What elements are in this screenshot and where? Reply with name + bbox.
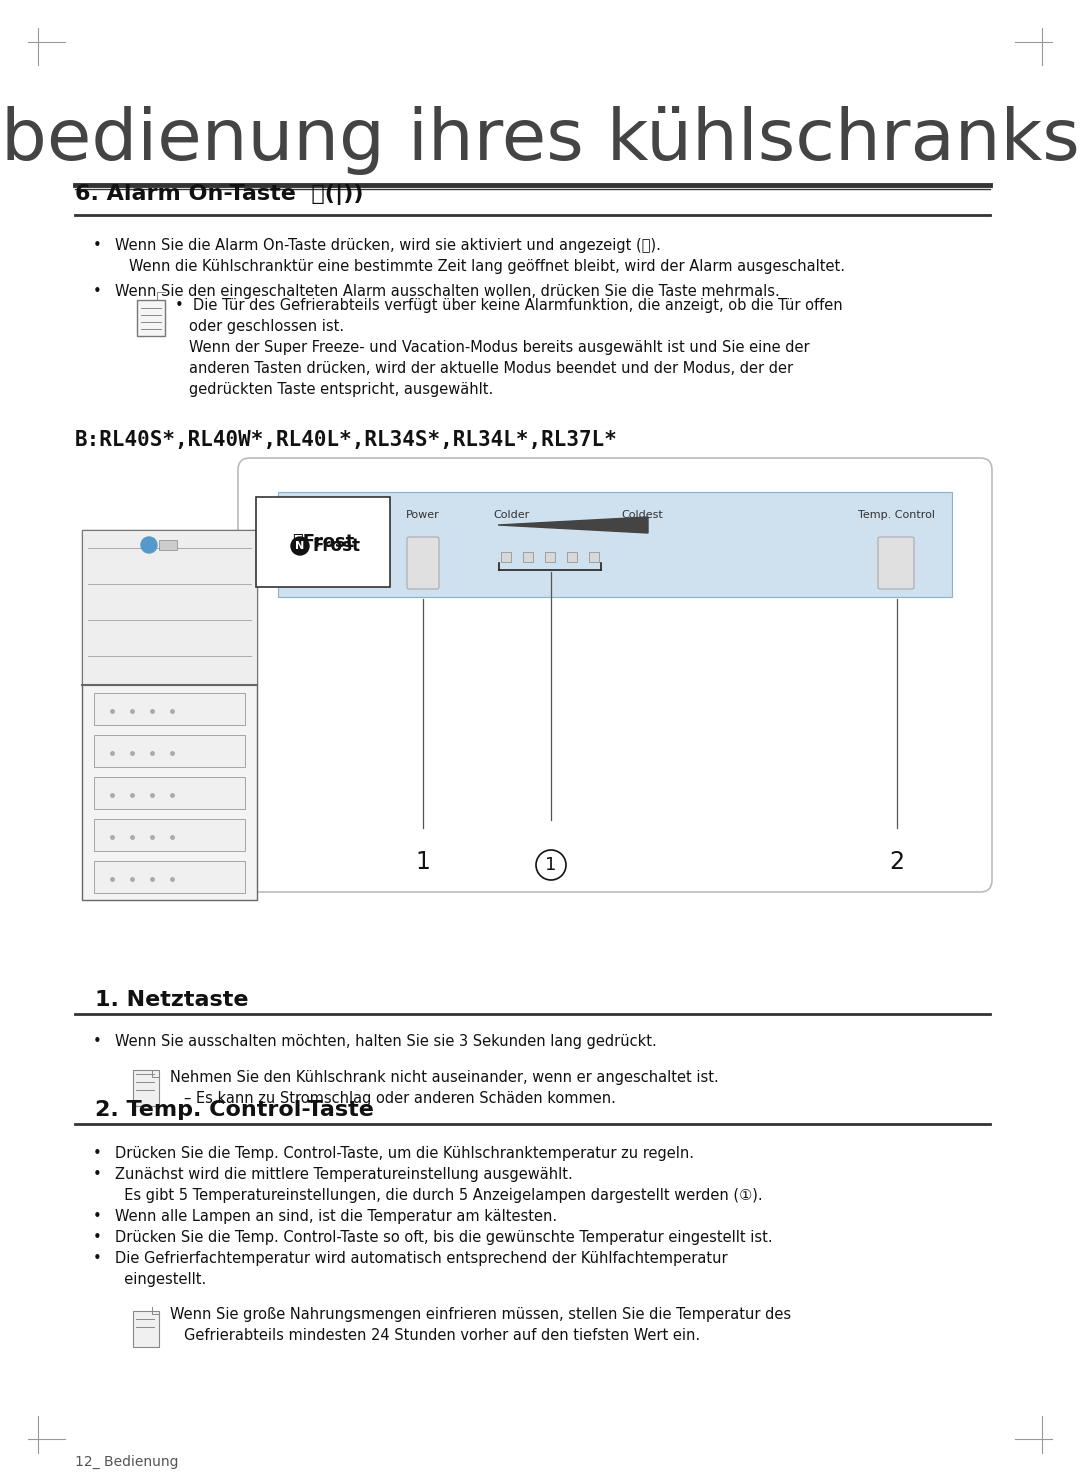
Text: Colder: Colder [492, 509, 529, 520]
Bar [567, 552, 577, 561]
Text: Drücken Sie die Temp. Control-Taste so oft, bis die gewünschte Temperatur einges: Drücken Sie die Temp. Control-Taste so o… [114, 1231, 772, 1246]
FancyBboxPatch shape [82, 530, 257, 900]
Text: gedrückten Taste entspricht, ausgewählt.: gedrückten Taste entspricht, ausgewählt. [189, 382, 494, 397]
Text: Wenn alle Lampen an sind, ist die Temperatur am kältesten.: Wenn alle Lampen an sind, ist die Temper… [114, 1208, 557, 1223]
Text: Zunächst wird die mittlere Temperatureinstellung ausgewählt.: Zunächst wird die mittlere Temperaturein… [114, 1167, 572, 1182]
FancyBboxPatch shape [407, 538, 438, 589]
Bar [523, 552, 534, 561]
Text: Wenn Sie ausschalten möchten, halten Sie sie 3 Sekunden lang gedrückt.: Wenn Sie ausschalten möchten, halten Sie… [114, 1034, 657, 1049]
Text: Die Gefrierfachtemperatur wird automatisch entsprechend der Kühlfachtemperatur: Die Gefrierfachtemperatur wird automatis… [114, 1251, 728, 1266]
Text: oder geschlossen ist.: oder geschlossen ist. [189, 318, 345, 335]
Text: Temp. Control: Temp. Control [859, 509, 935, 520]
Bar [589, 552, 599, 561]
Text: •: • [93, 1251, 102, 1266]
Text: 1. Netztaste: 1. Netztaste [95, 989, 248, 1010]
Circle shape [291, 538, 309, 555]
Text: •: • [93, 284, 102, 299]
Text: 12_ Bedienung: 12_ Bedienung [75, 1454, 178, 1469]
Text: 6. Alarm On-Taste  ་(|)): 6. Alarm On-Taste ་(|)) [75, 184, 364, 204]
Text: 2. Temp. Control-Taste: 2. Temp. Control-Taste [95, 1100, 374, 1120]
Text: Gefrierabteils mindesten 24 Stunden vorher auf den tiefsten Wert ein.: Gefrierabteils mindesten 24 Stunden vorh… [184, 1328, 700, 1343]
Text: Coldest: Coldest [621, 509, 663, 520]
Text: •: • [93, 1231, 102, 1246]
Text: anderen Tasten drücken, wird der aktuelle Modus beendet und der Modus, der der: anderen Tasten drücken, wird der aktuell… [189, 361, 793, 376]
Text: •: • [93, 238, 102, 253]
Text: Wenn die Kühlschranktür eine bestimmte Zeit lang geöffnet bleibt, wird der Alarm: Wenn die Kühlschranktür eine bestimmte Z… [129, 259, 845, 274]
Bar [501, 552, 511, 561]
Bar [545, 552, 555, 561]
Text: eingestellt.: eingestellt. [114, 1272, 206, 1287]
Text: Frost: Frost [312, 538, 360, 555]
FancyBboxPatch shape [137, 301, 165, 336]
Text: bedienung ihres kühlschranks: bedienung ihres kühlschranks [1, 107, 1079, 175]
Text: Wenn Sie große Nahrungsmengen einfrieren müssen, stellen Sie die Temperatur des: Wenn Sie große Nahrungsmengen einfrieren… [170, 1308, 792, 1323]
Text: Es gibt 5 Temperatureinstellungen, die durch 5 Anzeigelampen dargestellt werden : Es gibt 5 Temperatureinstellungen, die d… [114, 1188, 762, 1203]
FancyBboxPatch shape [238, 458, 993, 892]
Bar [94, 860, 245, 893]
Text: N: N [295, 541, 305, 551]
Text: Wenn der Super Freeze- und Vacation-Modus bereits ausgewählt ist und Sie eine de: Wenn der Super Freeze- und Vacation-Modu… [189, 341, 810, 355]
Text: Power: Power [406, 509, 440, 520]
Polygon shape [498, 517, 648, 533]
Text: •  Die Tür des Gefrierabteils verfügt über keine Alarmfunktion, die anzeigt, ob : • Die Tür des Gefrierabteils verfügt übe… [175, 298, 842, 312]
Circle shape [141, 538, 157, 552]
Text: Wenn Sie die Alarm On-Taste drücken, wird sie aktiviert und angezeigt (ⓖ).: Wenn Sie die Alarm On-Taste drücken, wir… [114, 238, 661, 253]
Text: Nehmen Sie den Kühlschrank nicht auseinander, wenn er angeschaltet ist.: Nehmen Sie den Kühlschrank nicht auseina… [170, 1069, 719, 1086]
FancyBboxPatch shape [878, 538, 914, 589]
Text: 2: 2 [890, 850, 905, 874]
Text: •: • [93, 1146, 102, 1161]
Text: Wenn Sie den eingeschalteten Alarm ausschalten wollen, drücken Sie die Taste meh: Wenn Sie den eingeschalteten Alarm aussc… [114, 284, 780, 299]
FancyBboxPatch shape [133, 1069, 159, 1106]
Bar [82, 530, 257, 686]
Bar [94, 693, 245, 726]
Text: – Es kann zu Stromschlag oder anderen Schäden kommen.: – Es kann zu Stromschlag oder anderen Sc… [184, 1091, 616, 1106]
Text: Drücken Sie die Temp. Control-Taste, um die Kühlschranktemperatur zu regeln.: Drücken Sie die Temp. Control-Taste, um … [114, 1146, 694, 1161]
Text: ⒸFrost: ⒸFrost [292, 533, 354, 551]
Bar [94, 819, 245, 852]
Bar [278, 492, 951, 597]
Text: •: • [93, 1208, 102, 1223]
Bar [94, 778, 245, 809]
Text: 1: 1 [416, 850, 431, 874]
Text: •: • [93, 1034, 102, 1049]
Text: B:RL40S*,RL40W*,RL40L*,RL34S*,RL34L*,RL37L*: B:RL40S*,RL40W*,RL40L*,RL34S*,RL34L*,RL3… [75, 429, 618, 450]
Bar [94, 735, 245, 767]
Text: 1: 1 [545, 856, 556, 874]
Bar [159, 541, 177, 549]
FancyBboxPatch shape [133, 1311, 159, 1348]
Text: •: • [93, 1167, 102, 1182]
